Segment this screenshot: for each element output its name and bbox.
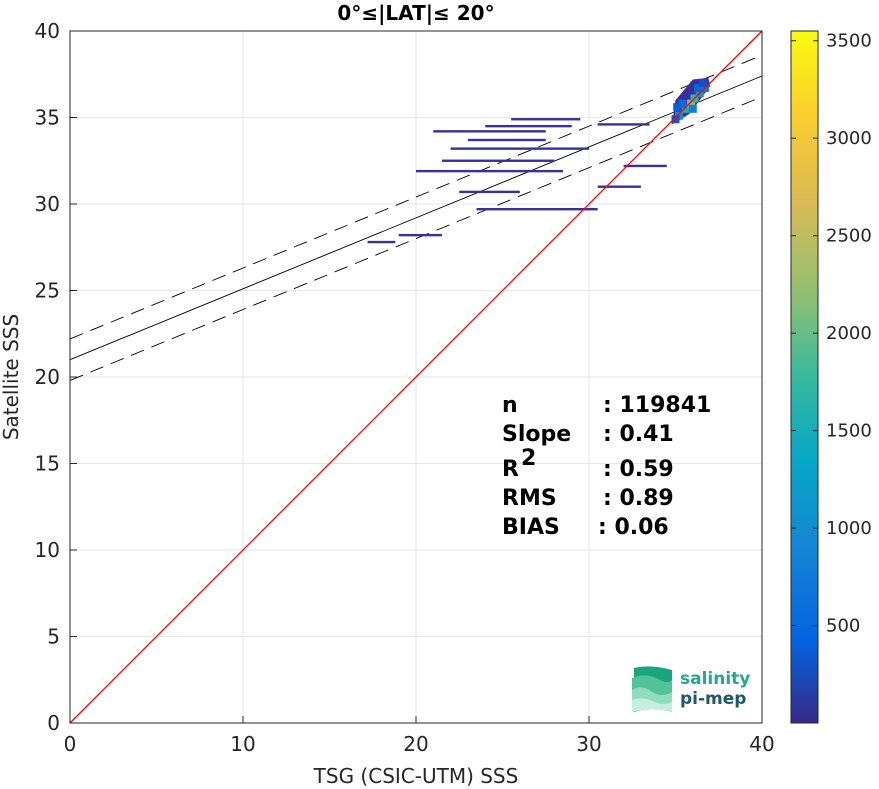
- x-axis-label: TSG (CSIC-UTM) SSS: [313, 764, 519, 788]
- colorbar-tick-label: 3000: [826, 128, 872, 149]
- colorbar-ticks: 500 1000 1500 2000 2500 3000 3500: [791, 31, 872, 637]
- colorbar-tick-label: 3500: [826, 31, 872, 52]
- density-cell: [699, 78, 708, 87]
- fit-upper-bound: [69, 54, 763, 340]
- y-tick-label: 20: [35, 365, 60, 389]
- y-tick-label: 5: [47, 625, 60, 649]
- logo-line2: pi-mep: [680, 689, 746, 709]
- stat-label: n: [502, 393, 518, 418]
- colorbar-tick-label: 1500: [826, 421, 872, 442]
- x-tick-label: 30: [576, 732, 601, 756]
- density-cell: [693, 84, 702, 93]
- density-segment: [485, 124, 572, 128]
- density-segment: [511, 118, 581, 121]
- logo-waves-icon: [632, 666, 672, 712]
- density-segment: [597, 123, 650, 126]
- density-segment: [441, 159, 555, 162]
- density-cell: [687, 99, 696, 108]
- density-cell: [688, 104, 697, 113]
- colorbar-tick-label: 500: [826, 616, 860, 637]
- colorbar-tick-label: 1000: [826, 518, 872, 539]
- y-tick-label: 40: [35, 19, 60, 43]
- density-cell: [681, 104, 690, 113]
- y-tick-label: 0: [47, 711, 60, 735]
- density-segment: [597, 185, 641, 188]
- statistics-block: n : 119841 Slope : 0.41 R 2 : 0.59 RMS : 0.89 BIA…: [502, 393, 711, 540]
- logo-line1: salinity: [680, 669, 750, 689]
- stat-value: : 0.41: [603, 422, 674, 447]
- x-tick-label: 20: [403, 732, 428, 756]
- y-tick-label: 15: [35, 452, 60, 476]
- density-segment: [476, 207, 598, 211]
- x-tick-label: 40: [749, 732, 774, 756]
- x-tick-label: 0: [64, 732, 77, 756]
- stat-value: : 0.59: [603, 457, 674, 482]
- density-segment: [433, 130, 546, 133]
- density-segment: [416, 169, 564, 173]
- density-segment: [467, 138, 546, 142]
- stat-label: RMS: [502, 486, 557, 511]
- y-tick-label: 25: [35, 279, 60, 303]
- stat-value: : 0.89: [603, 486, 674, 511]
- density-segment: [367, 240, 396, 244]
- colorbar-tick-label: 2500: [826, 226, 872, 247]
- density-segment: [398, 233, 442, 237]
- stat-value: : 0.06: [598, 515, 669, 540]
- colorbar-tick-label: 2000: [826, 323, 872, 344]
- density-cell: [671, 115, 680, 124]
- colorbar: [790, 30, 819, 724]
- density-segment: [623, 164, 667, 168]
- stat-label-superscript: 2: [521, 446, 536, 471]
- stat-label: BIAS: [502, 515, 560, 540]
- y-tick-label: 30: [35, 192, 60, 216]
- chart-title: 0°≤|LAT|≤ 20°: [337, 1, 494, 25]
- one-to-one-line: [69, 30, 763, 724]
- y-tick-label: 35: [35, 106, 60, 130]
- y-axis-label: Satellite SSS: [0, 314, 23, 440]
- fit-lower-bound: [69, 96, 763, 381]
- stat-value: : 119841: [603, 393, 711, 418]
- density-segment: [459, 190, 520, 194]
- stat-label: R: [502, 457, 519, 482]
- y-axis-ticks: 0 5 10 15 20 25 30 35 40: [35, 19, 77, 735]
- density-segment: [450, 147, 589, 150]
- y-tick-label: 10: [35, 538, 60, 562]
- salinity-pi-mep-logo: salinity pi-mep: [632, 666, 750, 712]
- x-tick-label: 10: [230, 732, 255, 756]
- stat-label: Slope: [502, 422, 571, 447]
- density-cell: [678, 99, 687, 108]
- density-cell: [673, 103, 682, 112]
- x-axis-ticks: 0 10 20 30 40: [64, 716, 775, 756]
